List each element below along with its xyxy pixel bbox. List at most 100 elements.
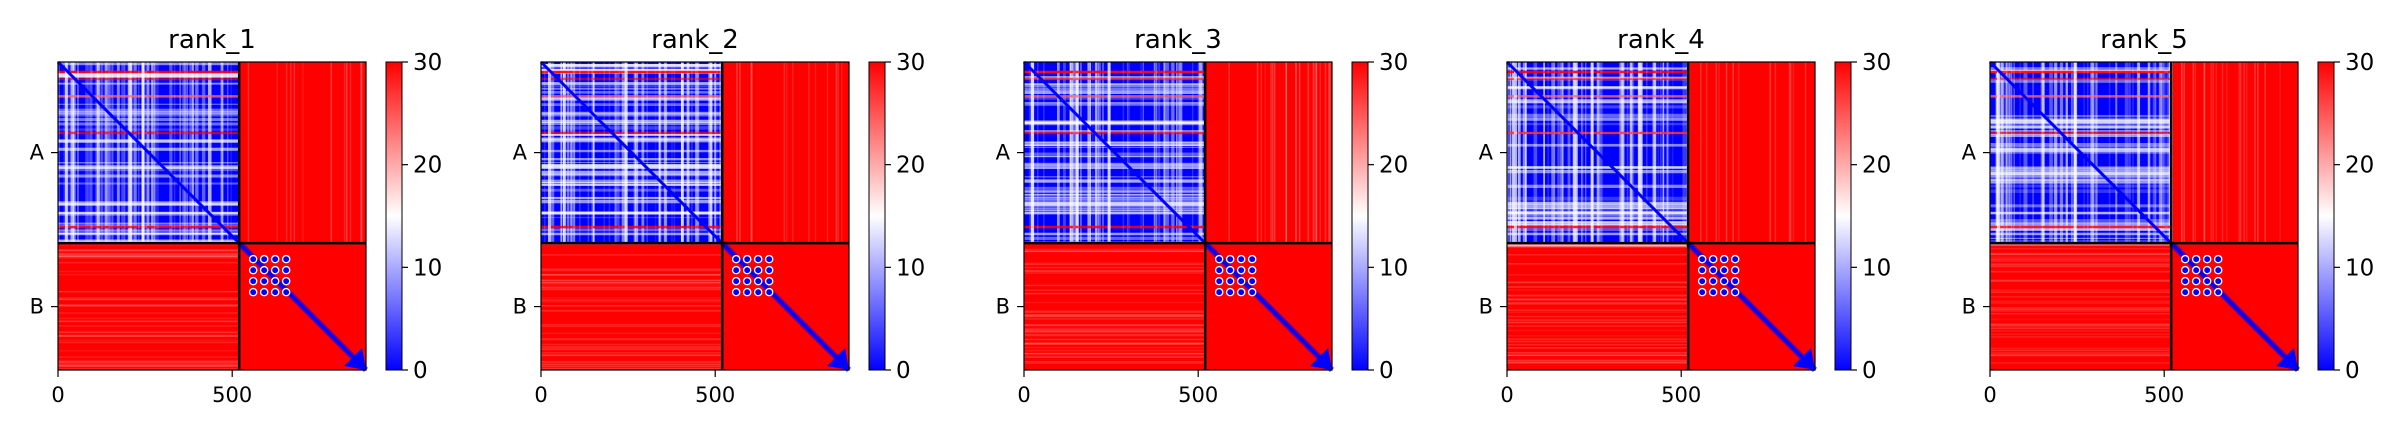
- heat-stripe: [623, 62, 625, 244]
- diagonal-end: [1793, 348, 1815, 370]
- heat-stripe: [1507, 245, 1689, 247]
- contact-spot: [2213, 254, 2223, 264]
- heat-stripe: [129, 62, 132, 244]
- heat-stripe: [2164, 62, 2167, 244]
- heat-stripe: [1507, 311, 1689, 314]
- heat-stripe: [1201, 62, 1204, 244]
- contact-spot: [1247, 265, 1257, 275]
- heat-stripe: [1507, 286, 1689, 288]
- contact-spot: [742, 265, 752, 275]
- heat-stripe: [750, 62, 752, 244]
- heat-stripe: [1699, 62, 1702, 244]
- heat-stripe: [1024, 270, 1206, 272]
- heat-stripe: [58, 62, 60, 244]
- heat-stripe: [1990, 148, 2172, 152]
- heat-stripe: [1024, 349, 1206, 352]
- contact-spot: [1247, 287, 1257, 297]
- contact-spot: [2213, 265, 2223, 275]
- heat-stripe: [541, 332, 723, 335]
- heat-stripe: [130, 62, 133, 244]
- heat-stripe: [1629, 62, 1632, 244]
- heat-stripe: [541, 196, 723, 199]
- contact-spot: [1730, 276, 1740, 286]
- heat-stripe: [1990, 308, 2172, 311]
- contact-spot: [2202, 287, 2212, 297]
- heat-stripe: [349, 62, 352, 244]
- heat-stripe: [541, 363, 723, 365]
- heat-stripe: [1561, 62, 1564, 244]
- contact-spot: [270, 287, 280, 297]
- heat-stripe: [1774, 62, 1777, 244]
- heat-stripe: [1622, 62, 1624, 244]
- heat-stripe: [285, 62, 288, 244]
- heat-stripe: [541, 111, 723, 115]
- heat-stripe: [77, 62, 79, 244]
- colorbar-tick-label: 0: [896, 358, 911, 384]
- heat-stripe: [541, 138, 723, 143]
- contact-spot: [731, 276, 741, 286]
- heat-stripe: [541, 181, 723, 183]
- heat-stripe: [1094, 62, 1097, 244]
- panel-3: rank_3 0 500 A B 0 10 20 30: [996, 25, 1409, 407]
- y-tick-label: B: [513, 295, 527, 319]
- heat-stripe: [659, 62, 662, 244]
- heat-stripe: [686, 62, 689, 244]
- x-tick-label: 0: [1983, 383, 1996, 407]
- heat-stripe: [541, 287, 723, 289]
- heat-stripe: [1024, 186, 1206, 190]
- heat-stripe: [58, 361, 240, 364]
- heat-stripe: [1990, 252, 2172, 255]
- heat-stripe: [1324, 62, 1327, 244]
- heat-stripe: [1571, 62, 1574, 244]
- heat-stripe: [293, 62, 296, 244]
- panel-title: rank_3: [1134, 25, 1222, 55]
- heat-stripe: [1024, 331, 1206, 333]
- colorbar-tick-label: 30: [896, 50, 925, 76]
- heat-stripe: [1990, 131, 2172, 135]
- heat-stripe: [2053, 62, 2058, 244]
- heat-stripe: [1990, 166, 2172, 170]
- colorbar-tick-label: 20: [1862, 153, 1891, 179]
- heat-stripe: [1990, 289, 2172, 291]
- heat-stripe: [541, 360, 723, 363]
- heat-stripe: [1513, 62, 1517, 244]
- diagonal-end: [2276, 348, 2298, 370]
- heat-stripe: [1507, 299, 1689, 301]
- heat-stripe: [90, 62, 92, 244]
- heat-stripe: [151, 62, 153, 244]
- contact-spot: [1236, 276, 1246, 286]
- heat-stripe: [695, 62, 700, 244]
- heat-stripe: [1507, 302, 1689, 304]
- heat-stripe: [121, 62, 126, 244]
- heat-stripe: [1652, 62, 1656, 244]
- contact-spot: [753, 287, 763, 297]
- heat-stripe: [1507, 359, 1689, 361]
- heat-stripe: [673, 62, 676, 244]
- contact-spot: [2180, 276, 2190, 286]
- colorbar-tick-label: 10: [896, 255, 925, 281]
- heat-stripe: [1990, 237, 2172, 240]
- heat-stripe: [671, 62, 673, 244]
- heat-stripe: [58, 252, 240, 255]
- colorbar-tick-label: 0: [413, 358, 428, 384]
- heat-stripe: [189, 62, 193, 244]
- heat-stripe: [714, 62, 717, 244]
- heat-stripe: [1264, 62, 1267, 244]
- heat-stripe: [58, 255, 240, 257]
- heat-stripe: [1990, 126, 2172, 128]
- heat-stripe: [58, 320, 240, 323]
- heat-stripe: [173, 62, 176, 244]
- heat-stripe: [2215, 62, 2217, 244]
- heat-stripe: [1024, 146, 1206, 148]
- heat-stripe: [1990, 256, 2172, 258]
- heat-stripe: [621, 62, 623, 244]
- heat-stripe: [1036, 62, 1039, 244]
- panel-2: rank_2 0 500 A B 0 10 20 30: [513, 25, 926, 407]
- heat-stripe: [58, 331, 240, 334]
- heat-stripe: [1990, 78, 2172, 83]
- heat-stripe: [1158, 62, 1161, 244]
- heat-stripe: [1156, 62, 1158, 244]
- heat-stripe: [1024, 90, 1206, 94]
- heat-stripe: [1313, 62, 1315, 244]
- y-tick-label: B: [996, 295, 1010, 319]
